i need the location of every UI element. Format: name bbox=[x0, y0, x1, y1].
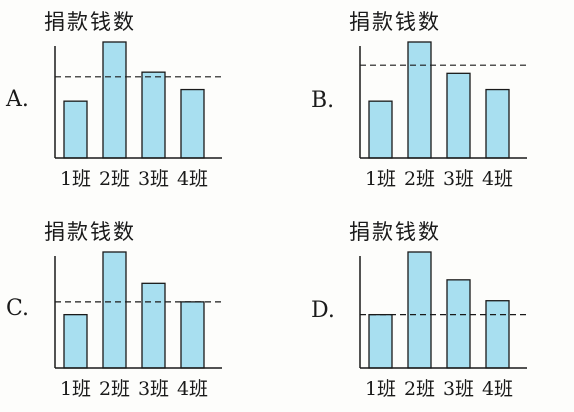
x-tick-label: 4班 bbox=[177, 378, 208, 400]
y-axis-label: 捐款钱数 bbox=[44, 220, 136, 244]
x-tick-label: 2班 bbox=[99, 378, 130, 400]
option-label: A. bbox=[6, 87, 29, 112]
bar-2 bbox=[407, 41, 432, 159]
bar-chart: 1班 2班 3班 4班 bbox=[359, 251, 527, 400]
x-tick-label: 4班 bbox=[482, 168, 513, 190]
bar-3 bbox=[446, 72, 471, 159]
chart-panel-b: 捐款钱数 B. 1班 2班 3班 4班 bbox=[305, 0, 574, 202]
x-tick-label: 4班 bbox=[482, 378, 513, 400]
bar-4 bbox=[485, 88, 510, 159]
bar-1 bbox=[368, 100, 393, 159]
bar-3 bbox=[141, 282, 166, 369]
bar-2 bbox=[102, 251, 127, 369]
bar-chart: 1班 2班 3班 4班 bbox=[54, 251, 222, 400]
x-tick-label: 3班 bbox=[138, 378, 169, 400]
option-label: D. bbox=[311, 298, 335, 323]
x-tick-label: 2班 bbox=[404, 378, 435, 400]
option-label: C. bbox=[6, 296, 30, 321]
y-axis-label: 捐款钱数 bbox=[349, 220, 441, 244]
x-tick-label: 1班 bbox=[60, 378, 91, 400]
x-tick-label: 4班 bbox=[177, 168, 208, 190]
y-axis-label: 捐款钱数 bbox=[349, 10, 441, 34]
chart-panel-d: 捐款钱数 D. 1班 2班 3班 4班 bbox=[305, 210, 574, 412]
bar-4 bbox=[485, 300, 510, 369]
bar-2 bbox=[407, 251, 432, 369]
bar-1 bbox=[63, 313, 88, 369]
x-tick-label: 1班 bbox=[365, 168, 396, 190]
option-label: B. bbox=[311, 88, 335, 113]
x-tick-label: 3班 bbox=[443, 378, 474, 400]
y-axis-label: 捐款钱数 bbox=[44, 10, 136, 34]
bar-4 bbox=[180, 88, 205, 159]
bar-2 bbox=[102, 41, 127, 159]
x-tick-label: 2班 bbox=[404, 168, 435, 190]
chart-panel-c: 捐款钱数 C. 1班 2班 3班 4班 bbox=[0, 210, 287, 412]
x-tick-label: 2班 bbox=[99, 168, 130, 190]
bar-4 bbox=[180, 301, 205, 369]
chart-panel-a: 捐款钱数 A. 1班 2班 3班 4班 bbox=[0, 0, 287, 202]
bar-chart: 1班 2班 3班 4班 bbox=[359, 41, 527, 190]
bar-1 bbox=[63, 100, 88, 159]
x-tick-label: 1班 bbox=[60, 168, 91, 190]
bar-3 bbox=[141, 71, 166, 159]
bar-3 bbox=[446, 279, 471, 369]
bar-chart: 1班 2班 3班 4班 bbox=[54, 41, 222, 190]
bar-1 bbox=[368, 313, 393, 369]
x-tick-label: 1班 bbox=[365, 378, 396, 400]
x-tick-label: 3班 bbox=[443, 168, 474, 190]
x-tick-label: 3班 bbox=[138, 168, 169, 190]
